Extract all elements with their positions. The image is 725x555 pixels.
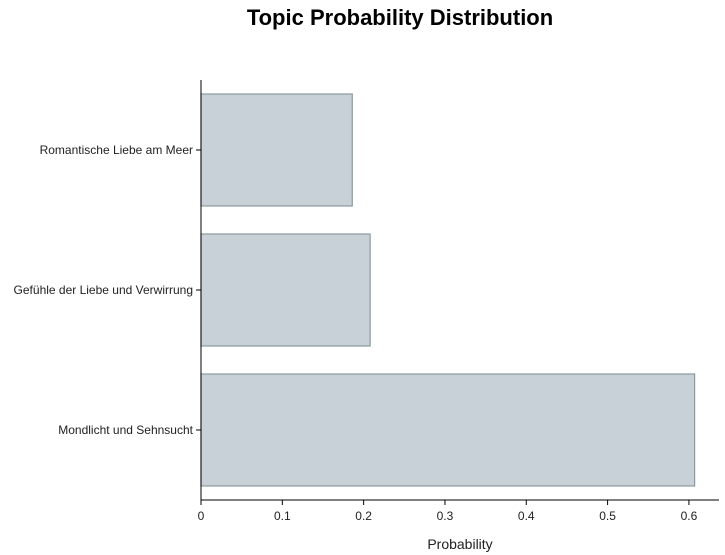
y-axis: Romantische Liebe am Meer Gefühle der Lie… (14, 80, 202, 500)
bar-0 (200, 93, 353, 207)
x-tick-label-1: 0.1 (274, 509, 291, 523)
bar-1 (200, 233, 371, 347)
x-tick-label-6: 0.6 (681, 509, 698, 523)
x-tick-label-4: 0.4 (518, 509, 535, 523)
x-tick-label-3: 0.3 (437, 509, 454, 523)
bars-group (200, 93, 696, 487)
x-tick-label-2: 0.2 (355, 509, 372, 523)
y-tick-label-1: Gefühle der Liebe und Verwirrung (14, 283, 193, 297)
y-tick-label-0: Romantische Liebe am Meer (40, 143, 193, 157)
x-axis-label: Probability (427, 536, 492, 552)
chart-title: Topic Probability Distribution (247, 5, 553, 30)
y-tick-label-2: Mondlicht und Sehnsucht (58, 423, 193, 437)
x-axis: 0 0.1 0.2 0.3 0.4 0.5 0.6 (198, 499, 719, 523)
x-tick-label-5: 0.5 (599, 509, 616, 523)
bar-2 (200, 373, 696, 487)
x-tick-label-0: 0 (198, 509, 205, 523)
